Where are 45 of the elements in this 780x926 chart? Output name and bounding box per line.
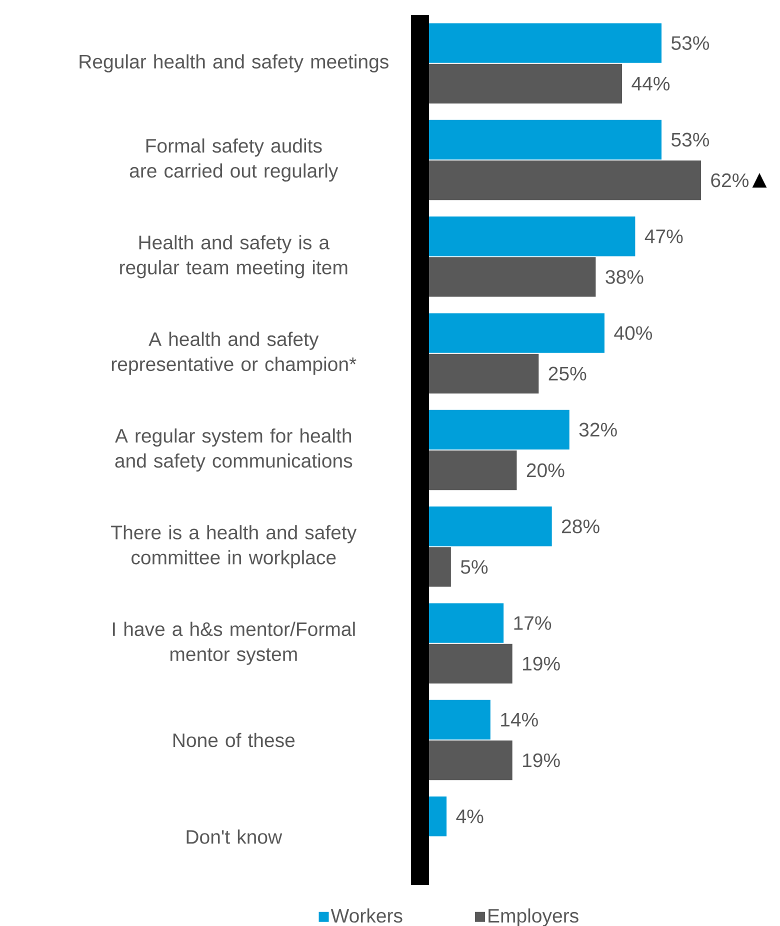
bar [429,450,517,490]
y-tick-label: Formal safety audits are carried out regularly [130,138,338,182]
data-label: 53% [672,132,710,147]
data-label: 19% [523,753,560,768]
y-tick-label: A health and safety representative or champion* [112,332,356,375]
data-label: 28% [562,519,600,534]
bar [429,160,701,200]
data-label: 4% [456,810,484,824]
bar [429,547,451,587]
data-label: 20% [526,463,564,478]
y-tick-label: There is a health and safety committee in workplace [111,525,357,568]
bar [429,23,662,63]
annotation: ▲ [752,173,767,188]
data-label: 47% [644,230,683,244]
bar [429,603,504,643]
bar [429,120,662,160]
bar [429,216,636,256]
y-tick-label: Don't know [186,830,282,844]
y-tick-label: Health and safety is a regular team meeting item [120,235,348,278]
y-tick-label: Regular health and safety meetings [80,54,388,72]
data-label: 40% [614,326,652,340]
bar [429,354,539,394]
legend-label: Workers [330,908,402,923]
bar [429,257,596,297]
data-label: 14% [501,712,538,727]
data-label: 25% [548,366,586,381]
y-tick-label: A regular system for health and safety communications [115,428,352,472]
data-label: 5% [460,560,488,574]
bar [429,64,622,104]
data-label: 17% [514,616,552,630]
bar [429,700,490,740]
data-label: 38% [606,270,644,284]
bar [429,313,604,353]
bar [429,740,512,780]
y-tick-label: I have a h&s mentor/Formal mentor system [113,622,355,665]
data-label: 53% [672,36,710,50]
bar [429,796,447,836]
y-tick-label: None of these [173,732,295,748]
data-label: 62% [711,173,749,188]
bar [429,506,552,546]
bar [429,644,512,684]
bar [429,410,570,450]
data-label: 44% [632,76,670,90]
data-label: 32% [579,422,617,437]
data-label: 19% [523,656,560,671]
